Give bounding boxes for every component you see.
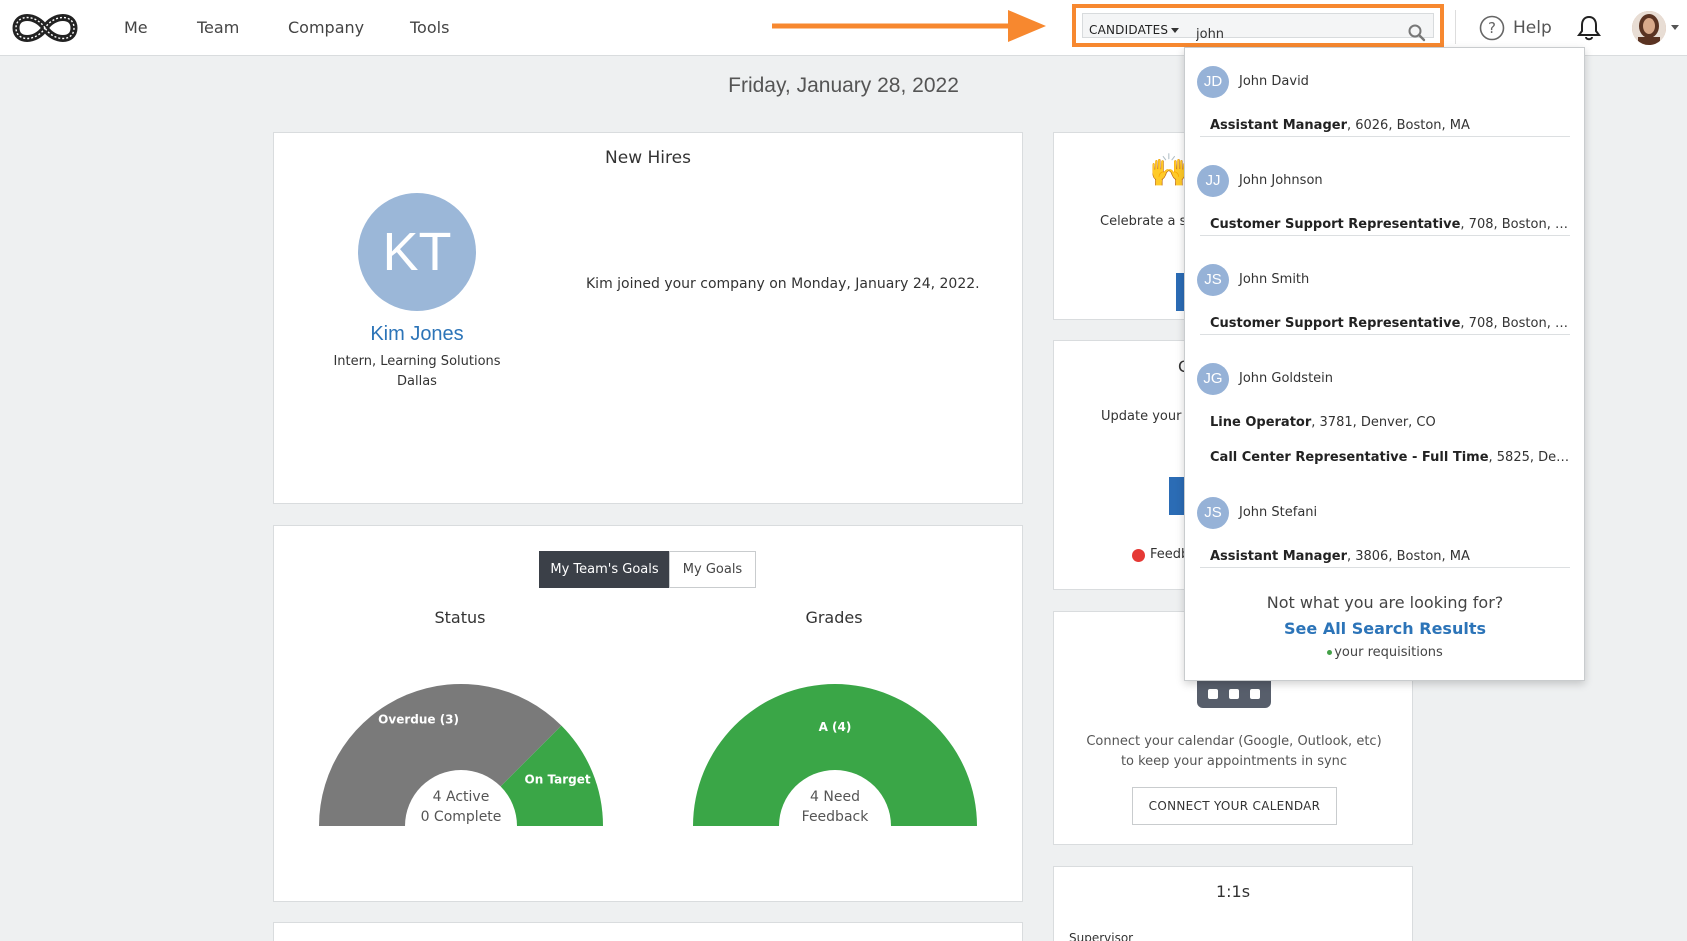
result-divider: [1200, 567, 1570, 568]
status-center-label: 0 Complete: [421, 809, 502, 825]
search-result-item[interactable]: JG John Goldstein Line Operator, 3781, D…: [1185, 357, 1585, 477]
search-scope-label: CANDIDATES: [1089, 23, 1169, 37]
status-slice[interactable]: [319, 684, 562, 826]
status-donut-chart: Overdue (3) On Target (1) 4 Active 0 Comple…: [319, 684, 604, 828]
search-container: CANDIDATES: [1082, 13, 1434, 43]
one-on-ones-card: 1:1s Supervisor: [1053, 866, 1413, 941]
status-center: [405, 770, 517, 828]
result-avatar: JJ: [1197, 165, 1229, 197]
see-all-results-link[interactable]: See All Search Results: [1284, 619, 1486, 638]
result-name: John Goldstein: [1239, 371, 1334, 386]
one-on-ones-title: 1:1s: [1215, 882, 1251, 901]
new-hires-title: New Hires: [605, 148, 691, 168]
connect-calendar-button[interactable]: CONNECT YOUR CALENDAR: [1132, 787, 1337, 825]
result-divider: [1200, 334, 1570, 335]
tab-my-teams-goals[interactable]: My Team's Goals: [539, 551, 670, 588]
update-text: Update your: [1101, 409, 1182, 424]
search-result-item[interactable]: JD John David Assistant Manager, 6026, B…: [1185, 60, 1585, 146]
search-icon[interactable]: [1407, 23, 1427, 43]
goals-card: My Team's Goals My Goals Status Grades O…: [273, 525, 1023, 902]
calendar-text-line-1: Connect your calendar (Google, Outlook, …: [1086, 734, 1382, 749]
new-hire-avatar[interactable]: KT: [358, 193, 476, 311]
notifications-bell-icon[interactable]: [1576, 14, 1602, 42]
celebrate-text: Celebrate a s: [1100, 214, 1187, 229]
nav-me[interactable]: Me: [124, 18, 148, 37]
new-hire-role: Intern, Learning Solutions: [333, 354, 501, 369]
nav-company[interactable]: Company: [288, 18, 365, 37]
grades-chart-title: Grades: [805, 608, 863, 627]
status-center-label: 4 Active: [433, 789, 490, 805]
help-button[interactable]: ? Help: [1479, 15, 1552, 41]
new-hire-profile: KT Kim Jones Intern, Learning Solutions …: [282, 133, 552, 505]
supervisor-label: Supervisor: [1069, 931, 1134, 941]
grades-donut-chart: A (4) 4 Need Feedback: [693, 684, 977, 828]
help-icon: ?: [1479, 15, 1505, 41]
result-job[interactable]: Assistant Manager, 6026, Boston, MA: [1210, 118, 1470, 133]
grades-slice-label: A (4): [819, 720, 852, 734]
search-result-item[interactable]: JS John Smith Customer Support Represent…: [1185, 258, 1585, 344]
result-divider: [1200, 136, 1570, 137]
help-label: Help: [1513, 18, 1552, 38]
requisitions-filter[interactable]: your requisitions: [1185, 645, 1585, 660]
grades-center-label: Feedback: [802, 809, 870, 825]
result-job[interactable]: Customer Support Representative, 708, Bo…: [1210, 217, 1572, 232]
new-hires-card: New Hires KT Kim Jones Intern, Learning …: [273, 132, 1023, 504]
grades-center-label: 4 Need: [810, 789, 860, 805]
result-job[interactable]: Customer Support Representative, 708, Bo…: [1210, 316, 1572, 331]
status-slice-label: On Target (1): [525, 773, 604, 787]
search-bar: CANDIDATES: [1072, 4, 1444, 47]
feedback-label: Feedb: [1150, 547, 1190, 562]
update-button[interactable]: [1169, 477, 1187, 515]
search-result-item[interactable]: JS John Stefani Assistant Manager, 3806,…: [1185, 491, 1585, 577]
green-dot-icon: [1327, 650, 1333, 655]
next-card: [273, 922, 1023, 941]
annotation-arrow-icon: [772, 10, 1046, 42]
update-card-title: C: [1178, 357, 1189, 376]
top-navigation-bar: Me Team Company Tools CANDIDATES ? Help: [0, 0, 1687, 56]
user-avatar[interactable]: [1632, 11, 1666, 45]
result-avatar: JS: [1197, 497, 1229, 529]
nav-divider: [1455, 10, 1456, 44]
result-name: John Johnson: [1239, 173, 1323, 188]
calendar-text-line-2: to keep your appointments in sync: [1120, 754, 1348, 769]
result-avatar: JS: [1197, 264, 1229, 296]
raised-hands-icon: 🙌: [1149, 151, 1189, 189]
result-divider: [1200, 235, 1570, 236]
result-name: John Stefani: [1239, 505, 1318, 520]
result-job[interactable]: Line Operator, 3781, Denver, CO: [1210, 415, 1436, 430]
nav-team[interactable]: Team: [197, 18, 240, 37]
result-avatar: JD: [1197, 66, 1229, 98]
status-slice-label: Overdue (3): [378, 713, 459, 727]
search-result-item[interactable]: JJ John Johnson Customer Support Represe…: [1185, 159, 1585, 245]
status-chart-title: Status: [434, 608, 486, 627]
search-input[interactable]: [1196, 25, 1396, 43]
chevron-down-icon: [1171, 28, 1180, 33]
user-photo-icon: [1632, 11, 1666, 45]
tab-my-goals[interactable]: My Goals: [669, 551, 756, 588]
user-menu-chevron-icon[interactable]: [1671, 25, 1679, 30]
result-name: John David: [1239, 74, 1309, 89]
nav-tools[interactable]: Tools: [410, 18, 450, 37]
status-dot-icon: [1132, 549, 1145, 562]
company-logo-icon[interactable]: [8, 6, 82, 50]
search-results-dropdown: JD John David Assistant Manager, 6026, B…: [1184, 47, 1585, 681]
result-job[interactable]: Assistant Manager, 3806, Boston, MA: [1210, 549, 1470, 564]
result-avatar: JG: [1197, 363, 1229, 395]
not-found-question: Not what you are looking for?: [1266, 593, 1504, 612]
grades-slice[interactable]: [693, 684, 977, 826]
search-scope-dropdown[interactable]: CANDIDATES: [1089, 23, 1180, 37]
new-hire-location: Dallas: [397, 374, 437, 389]
new-hire-message: Kim joined your company on Monday, Janua…: [586, 276, 980, 292]
new-hire-name-link[interactable]: Kim Jones: [370, 323, 464, 345]
result-job[interactable]: Call Center Representative - Full Time, …: [1210, 450, 1572, 465]
grades-center: [779, 770, 891, 828]
svg-text:?: ?: [1488, 19, 1496, 37]
page-date-heading: Friday, January 28, 2022: [728, 74, 959, 97]
result-name: John Smith: [1239, 272, 1310, 287]
